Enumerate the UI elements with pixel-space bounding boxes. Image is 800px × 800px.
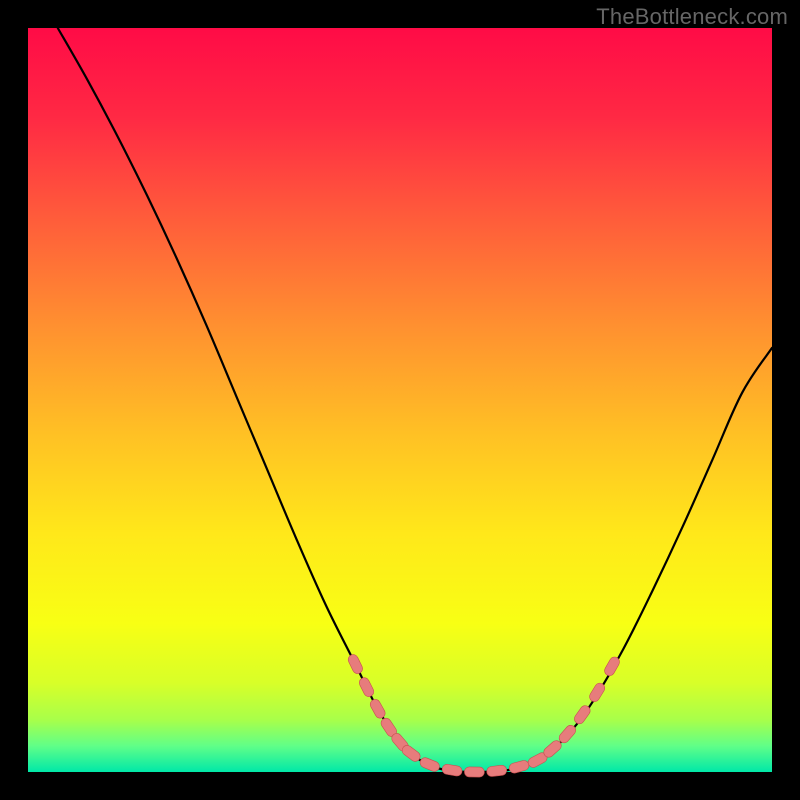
- curve-marker: [508, 759, 530, 774]
- curve-marker: [486, 765, 507, 777]
- curve-layer: [58, 28, 772, 772]
- curve-marker: [464, 767, 484, 777]
- curve-marker: [347, 653, 365, 675]
- marker-layer: [347, 653, 622, 777]
- bottleneck-curve: [58, 28, 772, 772]
- attribution-text: TheBottleneck.com: [596, 4, 788, 30]
- curve-marker: [419, 756, 441, 773]
- curve-marker: [358, 676, 376, 698]
- curve-marker: [441, 764, 462, 777]
- curve-marker: [368, 698, 386, 720]
- chart-canvas: [0, 0, 800, 800]
